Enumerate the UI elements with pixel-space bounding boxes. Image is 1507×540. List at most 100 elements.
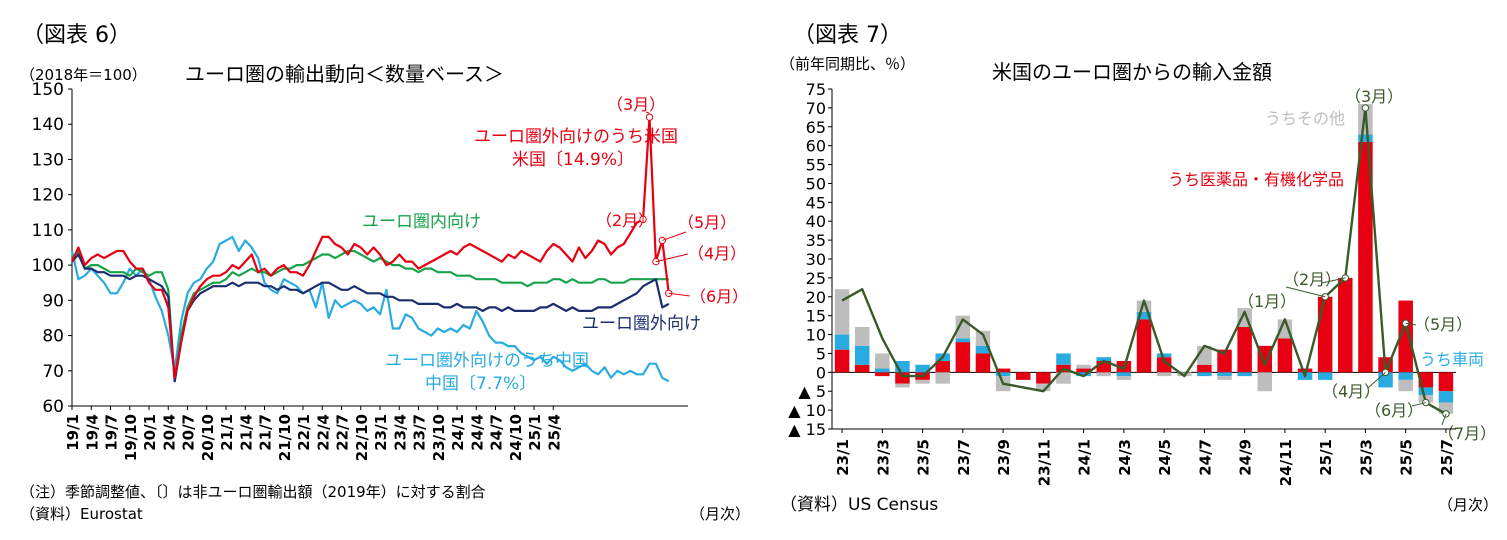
fig7-ylabel: （前年同期比、％）: [780, 55, 915, 73]
fig6-annot-may: （5月）: [678, 213, 736, 232]
fig6-y-tick-label: 90: [42, 291, 64, 311]
fig7-bar-segment: [915, 364, 930, 373]
fig7-bar-segment: [895, 361, 910, 373]
fig7-leader: [1441, 413, 1447, 426]
fig6-x-tick-label: 21/4: [237, 414, 255, 451]
fig7-bar-segment: [1076, 372, 1091, 377]
fig7-bar-segment: [1156, 353, 1172, 358]
fig7-bar-segment: [834, 289, 850, 335]
fig7-y-tick-label: 35: [806, 231, 826, 250]
fig7-bar-segment: [1358, 141, 1373, 373]
fig7-x-tick-label: 24/3: [1116, 439, 1134, 476]
fig6-title: ユーロ圏の輸出動向＜数量ベース＞: [185, 62, 504, 86]
fig7-annot-mar: （3月）: [1345, 87, 1403, 106]
fig6-x-tick-label: 23/4: [391, 414, 409, 451]
fig6-legend-china-share: 中国〔7.7%〕: [425, 374, 536, 394]
fig7-x-tick-label: 23/1: [834, 439, 852, 476]
fig6-point-marker: [645, 113, 654, 121]
fig7-bar-segment: [1156, 372, 1172, 377]
fig7-y-tick-label: ▲ 10: [788, 401, 826, 420]
fig7-bar-segment: [834, 334, 850, 350]
fig6-y-tick-label: 70: [42, 362, 64, 382]
fig7-y-tick-label: 50: [806, 174, 826, 193]
fig6-x-tick-label: 22/10: [353, 414, 371, 461]
fig7-bar-segment: [1136, 300, 1152, 312]
fig7-bar-segment: [1317, 296, 1333, 373]
fig7-bar-segment: [895, 383, 910, 388]
fig7-bar-segment: [1277, 338, 1293, 373]
fig7-bar-segment: [1418, 387, 1434, 395]
fig6-x-tick-label: 20/4: [160, 414, 178, 451]
fig7-y-tick-label: 20: [806, 288, 826, 307]
fig7-x-tick-label: 25/3: [1357, 439, 1375, 476]
fig7-annot-may: （5月）: [1414, 315, 1472, 334]
fig6-leader: [668, 292, 691, 297]
fig6-plot: 60 70 80 90 100 110 120 130 140 150 19/1 19/4 19/7 19…: [32, 80, 691, 461]
fig7-annot-jun: （6月）: [1365, 401, 1423, 420]
fig7-legend-other: うちその他: [1265, 109, 1345, 128]
fig7-bar-segment: [1116, 372, 1132, 377]
fig7-bar-segment: [1136, 311, 1152, 320]
fig7-bar-segment: [1036, 383, 1051, 392]
fig7-bar-segment: [995, 368, 1011, 373]
fig6-x-tick-label: 24/1: [449, 414, 467, 451]
fig7-y-tick-label: 30: [806, 250, 826, 269]
fig7-y-tick-label: 40: [806, 212, 826, 231]
fig6-x-tick-label: 22/1: [295, 414, 313, 451]
fig7-bar-segment: [975, 353, 991, 373]
fig6-y-tick-label: 110: [32, 221, 64, 241]
fig7-y-tick-label: 0: [816, 363, 826, 382]
fig7-bar-segment: [1096, 357, 1111, 361]
fig6-label: （図表 6）: [22, 23, 131, 48]
fig7-bar-segment: [1136, 319, 1152, 373]
fig6-x-tick-label: 19/1: [64, 414, 82, 451]
fig7-legend-pharma: うち医薬品・有機化学品: [1168, 170, 1344, 189]
fig7-xlabel: （月次）: [1438, 496, 1498, 514]
fig7-plot: ▲ 15▲ 10▲ 505101520253035404550556065707…: [788, 80, 1456, 486]
fig7-y-tick-label: 15: [806, 307, 826, 326]
fig7-bar-segment: [1317, 372, 1333, 380]
fig6-x-tick-label: 20/10: [199, 414, 217, 461]
fig7-y-tick-label: ▲ 5: [798, 382, 826, 401]
fig7-bar-segment: [1056, 353, 1071, 365]
fig6-x-tick-label: 22/7: [334, 414, 352, 451]
fig6-x-tick-label: 24/7: [488, 414, 506, 451]
fig6-y-tick-label: 150: [32, 80, 64, 100]
fig7-bar-segment: [915, 379, 930, 384]
fig7-y-tick-label: 45: [806, 193, 826, 212]
fig6-leader: [645, 111, 650, 114]
fig6-x-tick-label: 20/7: [180, 414, 198, 451]
fig6-x-tick-label: 22/4: [314, 414, 332, 451]
fig7-x-tick-label: 23/5: [915, 439, 933, 476]
fig7-bar-segment: [1217, 349, 1232, 373]
fig7-bar-segment: [1217, 376, 1232, 380]
fig6-source: （資料）Eurostat: [20, 505, 143, 523]
fig7-bar-segment: [955, 338, 971, 343]
fig7-bar-segment: [1036, 372, 1051, 384]
fig6-x-tick-label: 19/4: [83, 414, 101, 451]
fig6-x-tick-label: 25/1: [526, 414, 544, 451]
fig7-bar-segment: [1277, 319, 1293, 339]
fig6-y-tick-label: 100: [32, 256, 64, 276]
fig7-legend-vehicle: うち車両: [1420, 350, 1484, 369]
fig7-bar-segment: [1398, 372, 1413, 380]
fig6-x-tick-label: 25/4: [545, 414, 563, 451]
fig7-point-marker: [1442, 410, 1450, 418]
fig7-annot-apr: （4月）: [1322, 382, 1380, 401]
fig7-bar-segment: [895, 372, 910, 384]
fig7-bar-segment: [1358, 134, 1373, 142]
fig7-bar-segment: [1398, 379, 1413, 392]
fig7-bar-segment: [875, 368, 890, 373]
fig7-source: （資料）US Census: [780, 495, 938, 515]
fig7-bar-segment: [1096, 361, 1111, 373]
fig7-bar-segment: [995, 372, 1011, 377]
fig7-bar-segment: [935, 361, 950, 373]
fig7-leader: [1405, 322, 1417, 326]
fig7-x-tick-label: 25/1: [1317, 439, 1335, 476]
fig7-annot-feb: （2月）: [1283, 270, 1341, 289]
fig6-annot-apr: （4月）: [688, 244, 746, 263]
fig7-x-tick-label: 24/1: [1076, 439, 1094, 476]
fig6-x-tick-label: 23/10: [430, 414, 448, 461]
fig7-bar-segment: [834, 349, 850, 373]
